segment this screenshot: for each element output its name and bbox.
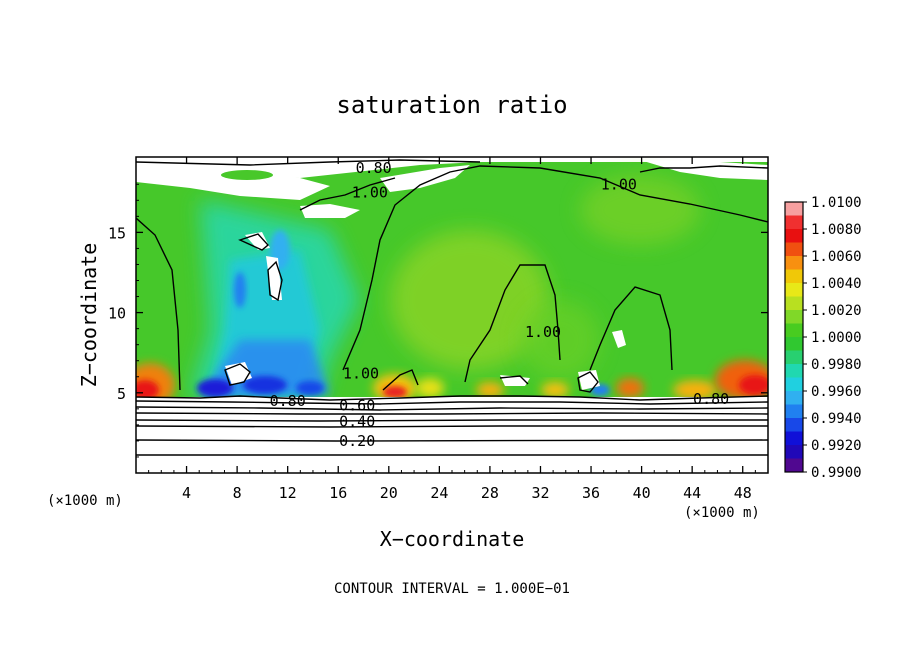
colorbar-swatch	[785, 242, 803, 257]
colorbar-label: 1.0100	[811, 195, 862, 211]
colorbar-label: 1.0040	[811, 276, 862, 292]
contour-label: 0.20	[339, 432, 375, 450]
y-tick-label: 10	[108, 305, 126, 323]
colorbar-label: 0.9980	[811, 357, 862, 373]
footer-contour-interval: CONTOUR INTERVAL = 1.000E−01	[334, 581, 570, 597]
x-tick-label: 4	[182, 484, 191, 502]
x-tick-label: 20	[380, 484, 398, 502]
colorbar-swatch	[785, 458, 803, 473]
colorbar-swatch	[785, 418, 803, 432]
contour-label: 0.80	[693, 390, 729, 408]
y-tick-label: 15	[108, 224, 126, 242]
contour-label: 1.00	[525, 323, 561, 341]
x-tick-label: 8	[233, 484, 242, 502]
chart-title: saturation ratio	[336, 91, 567, 119]
y-tick-label: 5	[117, 385, 126, 403]
x-unit-right: (×1000 m)	[684, 505, 760, 521]
contour-label: 0.40	[339, 413, 375, 431]
colorbar-swatch	[785, 296, 803, 311]
colorbar-label: 1.0060	[811, 249, 862, 265]
colorbar-label: 0.9960	[811, 384, 862, 400]
x-tick-label: 24	[430, 484, 448, 502]
x-tick-label: 28	[481, 484, 499, 502]
x-axis-label: X−coordinate	[380, 527, 525, 551]
contour-label: 0.80	[356, 159, 392, 177]
colorbar-label: 1.0080	[811, 222, 862, 238]
x-tick-label: 36	[582, 484, 600, 502]
x-unit-left: (×1000 m)	[47, 493, 123, 509]
contour-label: 1.00	[601, 175, 637, 193]
heatmap-field	[136, 157, 768, 473]
colorbar-swatch	[785, 323, 803, 338]
colorbar-label: 0.9940	[811, 411, 862, 427]
colorbar-swatch	[785, 377, 803, 392]
colorbar-label: 1.0000	[811, 330, 862, 346]
colorbar: 1.0100 1.0080 1.0060 1.0040 1.0020 1.0000 0.99…	[784, 195, 862, 481]
contour-labels: 0.80 1.00 1.00 1.00 1.00 0.80 0.600.400.20 0.80	[270, 159, 730, 450]
colorbar-label: 1.0020	[811, 303, 862, 319]
contour-label: 1.00	[343, 365, 379, 383]
colorbar-swatch	[785, 310, 803, 324]
colorbar-swatch	[785, 202, 803, 216]
contour-label: 0.60	[339, 397, 375, 415]
contour-label: 0.80	[270, 392, 306, 410]
contour-label: 1.00	[352, 183, 388, 201]
x-tick-label: 16	[329, 484, 347, 502]
colorbar-label: 0.9900	[811, 465, 862, 481]
colorbar-swatch	[785, 215, 803, 230]
x-tick-label: 32	[531, 484, 549, 502]
x-tick-label: 44	[683, 484, 701, 502]
colorbar-swatch	[785, 350, 803, 365]
colorbar-swatch	[785, 269, 803, 284]
x-tick-label: 40	[633, 484, 651, 502]
colorbar-swatch	[785, 431, 803, 446]
colorbar-swatch	[785, 404, 803, 419]
x-tick-label: 48	[734, 484, 752, 502]
colorbar-swatch	[785, 337, 803, 351]
colorbar-label: 0.9920	[811, 438, 862, 454]
x-tick-label: 12	[279, 484, 297, 502]
colorbar-swatch	[785, 445, 803, 459]
colorbar-swatch	[785, 391, 803, 405]
colorbar-swatch	[785, 256, 803, 270]
colorbar-swatch	[785, 229, 803, 243]
colorbar-swatch	[785, 364, 803, 378]
y-axis-label: Z−coordinate	[77, 243, 101, 388]
colorbar-swatch	[785, 283, 803, 297]
